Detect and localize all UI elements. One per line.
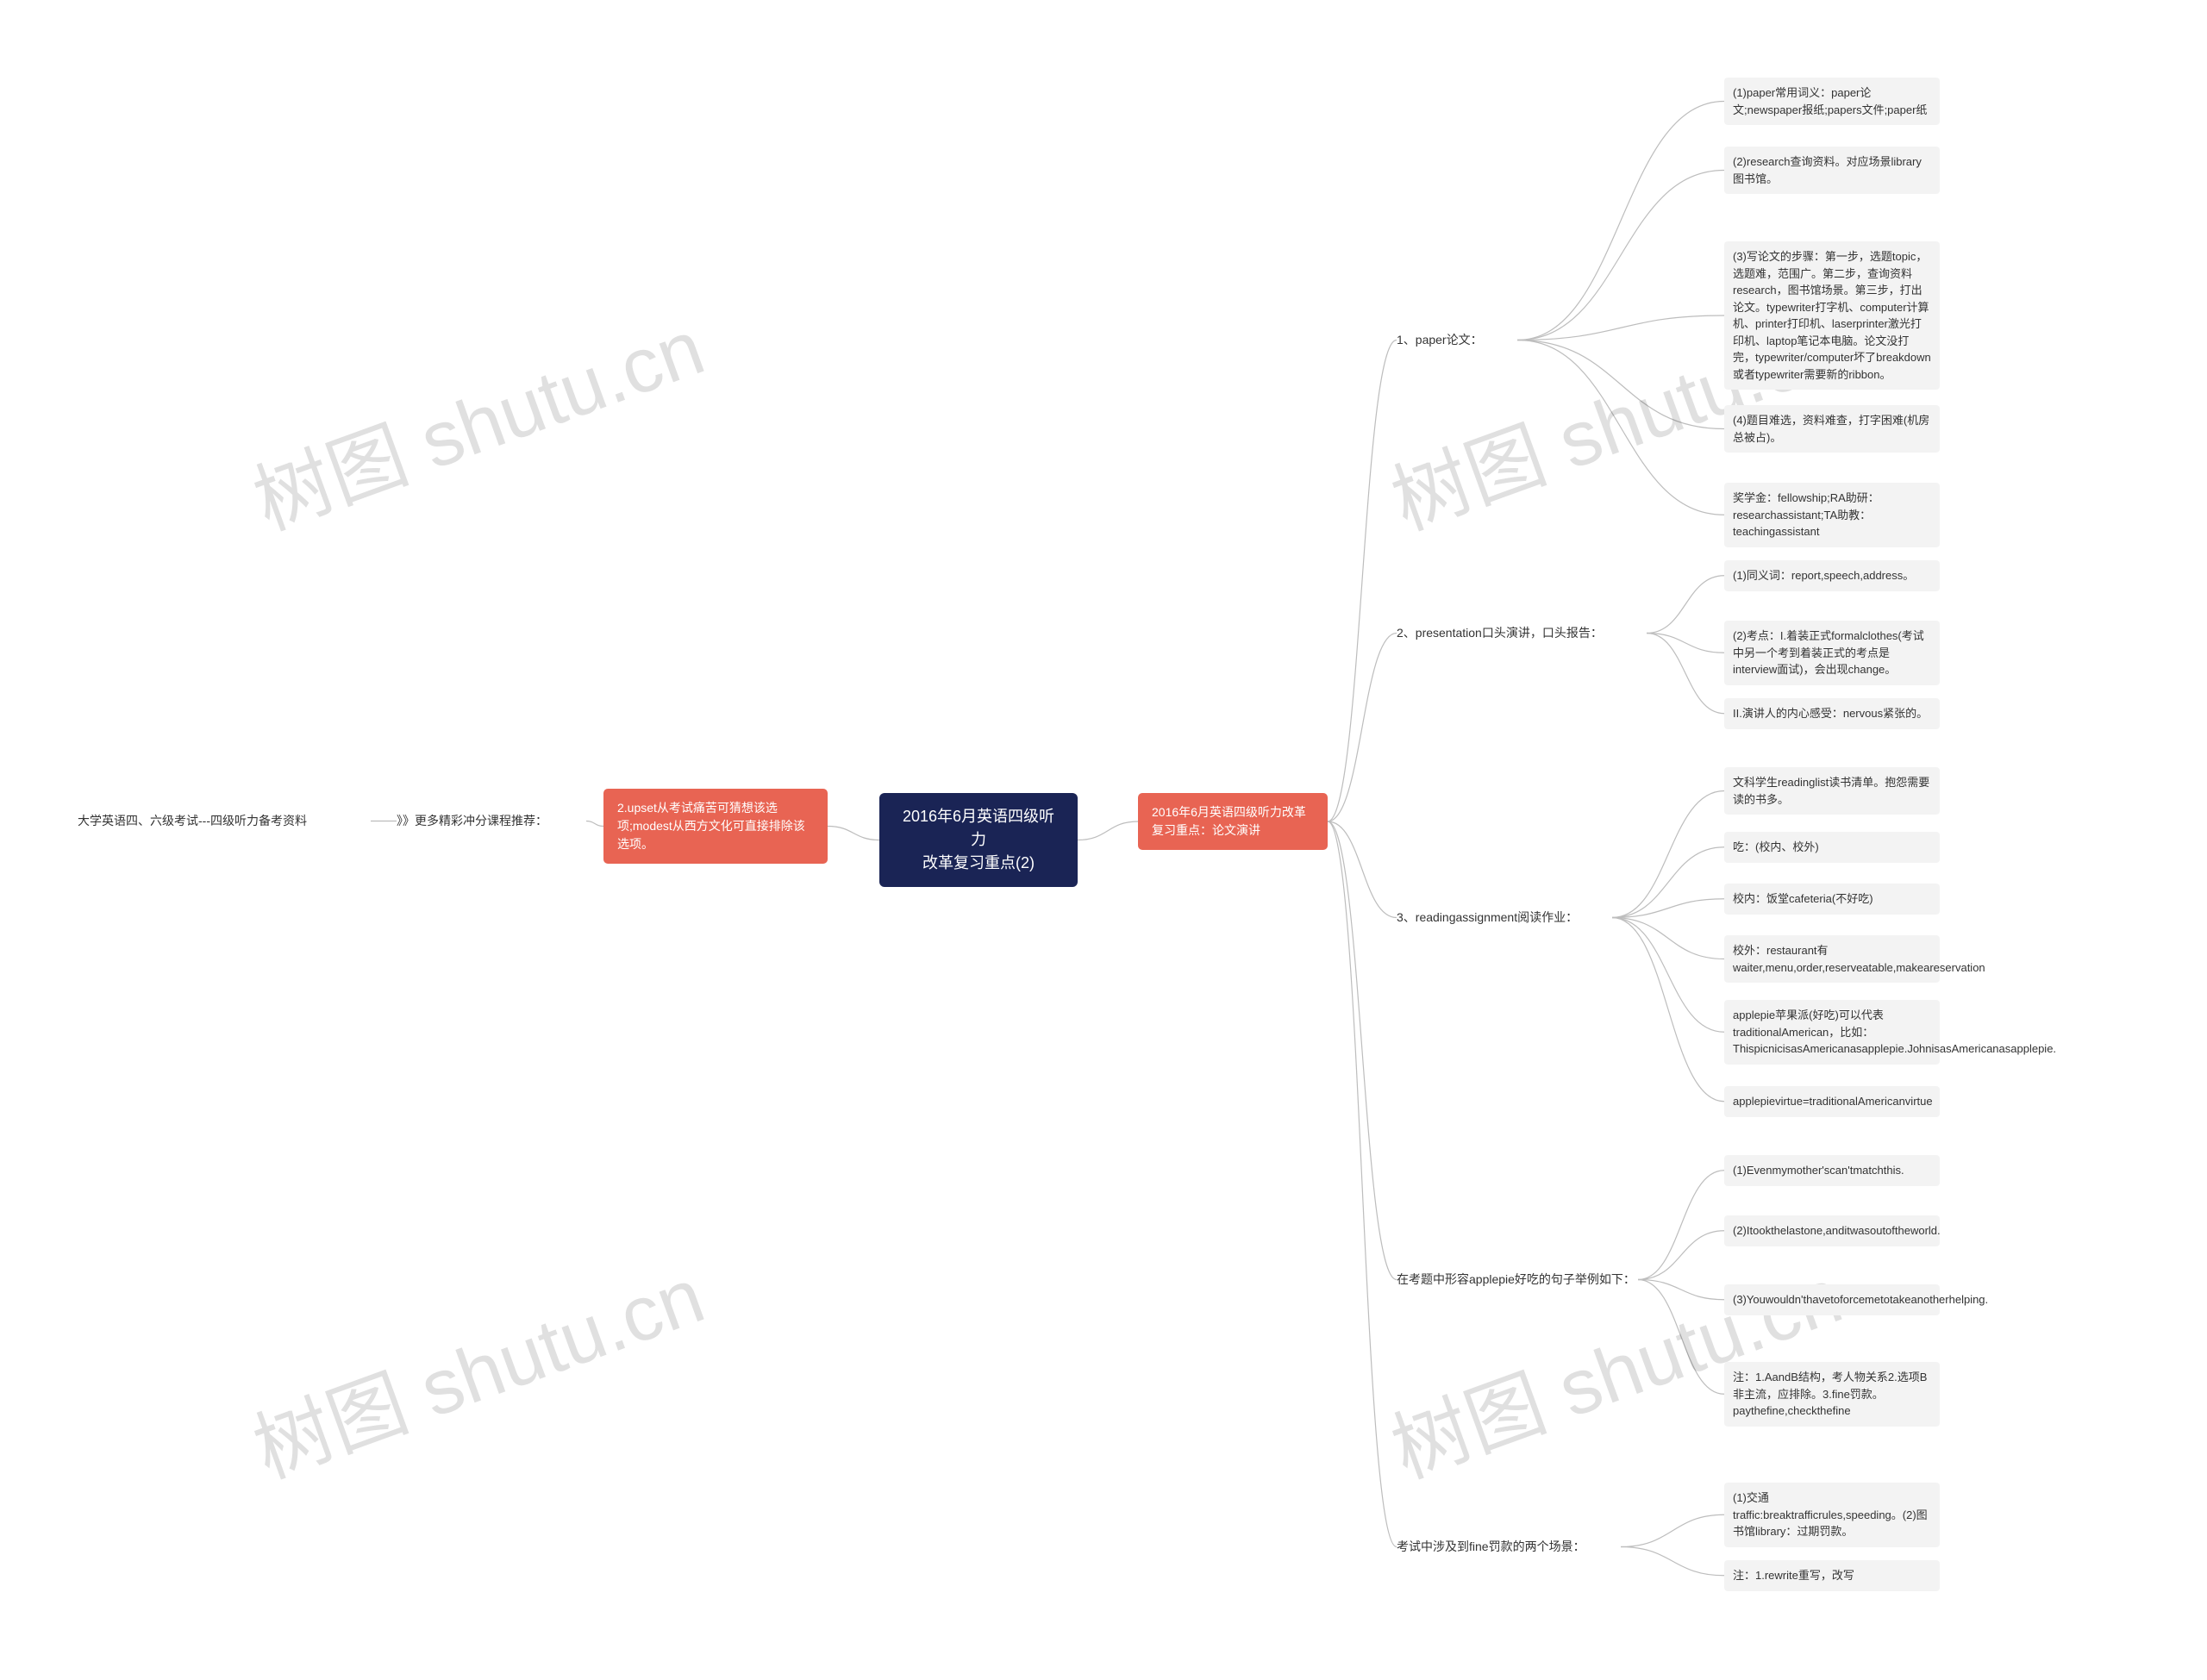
leaf-node: (1)交通traffic:breaktrafficrules,speeding。… xyxy=(1724,1483,1940,1547)
leaf-node: 文科学生readinglist读书清单。抱怨需要读的书多。 xyxy=(1724,767,1940,815)
root-title-line1: 2016年6月英语四级听力 xyxy=(897,805,1060,852)
branch-label: 考试中涉及到fine罚款的两个场景： xyxy=(1397,1534,1621,1559)
root-title-line2: 改革复习重点(2) xyxy=(897,852,1060,875)
leaf-node: (2)research查询资料。对应场景library图书馆。 xyxy=(1724,147,1940,194)
leaf-node: 奖学金：fellowship;RA助研：researchassistant;TA… xyxy=(1724,483,1940,547)
branch-label: 在考题中形容applepie好吃的句子举例如下： xyxy=(1397,1267,1638,1292)
right-primary-node: 2016年6月英语四级听力改革复习重点：论文演讲 xyxy=(1138,793,1328,850)
leaf-node: (1)paper常用词义：paper论文;newspaper报纸;papers文… xyxy=(1724,78,1940,125)
leaf-node: applepievirtue=traditionalAmericanvirtue xyxy=(1724,1086,1940,1117)
watermark: 树图 shutu.cn xyxy=(236,285,716,552)
leaf-node: (3)Youwouldn'thavetoforcemetotakeanother… xyxy=(1724,1284,1940,1315)
leaf-node: (2)考点：I.着装正式formalclothes(考试中另一个考到着装正式的考… xyxy=(1724,621,1940,685)
leaf-node: (2)Itookthelastone,anditwasoutoftheworld… xyxy=(1724,1215,1940,1246)
leaf-node: applepie苹果派(好吃)可以代表traditionalAmerican，比… xyxy=(1724,1000,1940,1065)
leaf-node: 注：1.AandB结构，考人物关系2.选项B非主流，应排除。3.fine罚款。p… xyxy=(1724,1362,1940,1427)
leaf-node: (1)同义词：report,speech,address。 xyxy=(1724,560,1940,591)
leaf-node: (4)题目难选，资料难查，打字困难(机房总被占)。 xyxy=(1724,405,1940,453)
leaf-node: (3)写论文的步骤：第一步，选题topic，选题难，范围广。第二步，查询资料re… xyxy=(1724,241,1940,390)
leaf-node: 校外：restaurant有waiter,menu,order,reservea… xyxy=(1724,935,1940,983)
watermark: 树图 shutu.cn xyxy=(236,1233,716,1500)
left-chain-b: 大学英语四、六级考试---四级听力备考资料 xyxy=(78,809,371,834)
left-chain-a: 》》更多精彩冲分课程推荐： xyxy=(397,809,586,834)
root-node: 2016年6月英语四级听力 改革复习重点(2) xyxy=(879,793,1078,887)
branch-label: 3、readingassignment阅读作业： xyxy=(1397,905,1612,930)
leaf-node: 校内：饭堂cafeteria(不好吃) xyxy=(1724,884,1940,915)
branch-label: 1、paper论文： xyxy=(1397,328,1517,353)
leaf-node: 注：1.rewrite重写，改写 xyxy=(1724,1560,1940,1591)
leaf-node: (1)Evenmymother'scan'tmatchthis. xyxy=(1724,1155,1940,1186)
leaf-node: 吃：(校内、校外) xyxy=(1724,832,1940,863)
left-primary-node: 2.upset从考试痛苦可猜想该选项;modest从西方文化可直接排除该选项。 xyxy=(603,789,828,864)
leaf-node: II.演讲人的内心感受：nervous紧张的。 xyxy=(1724,698,1940,729)
branch-label: 2、presentation口头演讲，口头报告： xyxy=(1397,621,1647,646)
